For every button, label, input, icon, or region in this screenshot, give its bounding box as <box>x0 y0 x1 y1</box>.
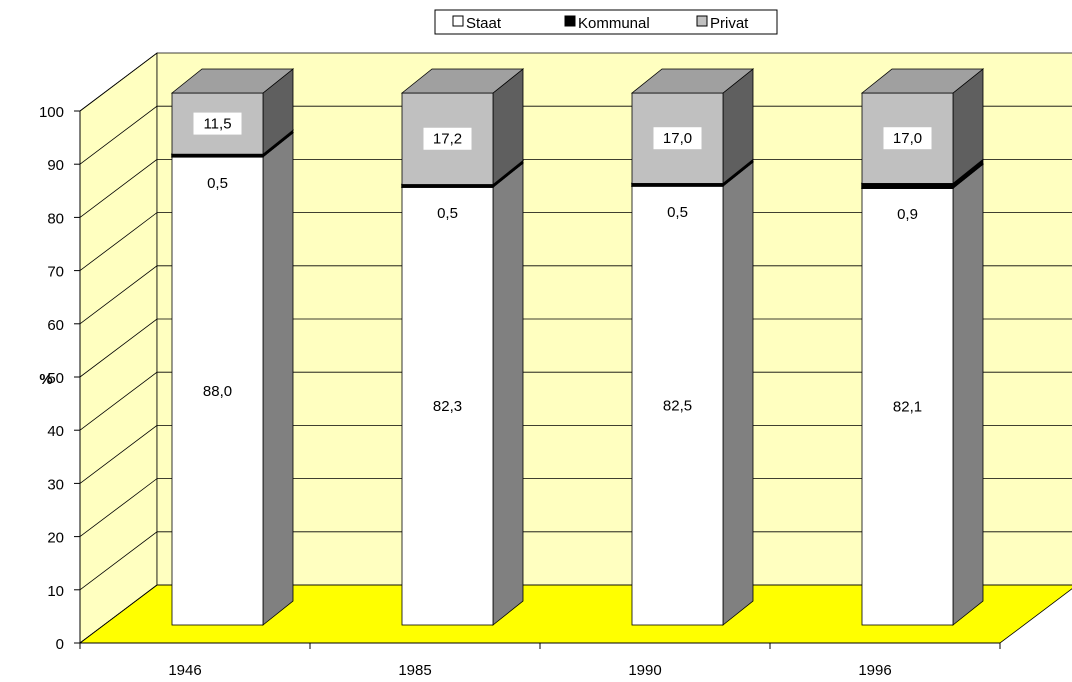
y-tick-label: 70 <box>47 264 64 281</box>
y-tick-label: 10 <box>47 583 64 600</box>
legend-swatch <box>452 15 464 27</box>
value-label: 17,0 <box>663 130 692 147</box>
legend-swatch <box>564 15 576 27</box>
value-label: 82,5 <box>663 398 692 415</box>
y-tick-label: 60 <box>47 317 64 334</box>
value-label: 0,5 <box>667 204 688 221</box>
bar-side <box>492 162 524 626</box>
value-label: 17,2 <box>433 131 462 148</box>
value-label: 0,9 <box>897 206 918 223</box>
grid-line <box>79 105 1072 165</box>
grid-line <box>79 318 1072 378</box>
bar-top <box>400 68 525 94</box>
value-label: 88,0 <box>203 383 232 400</box>
bar <box>171 156 264 626</box>
y-tick-label: 50 <box>47 370 64 387</box>
y-tick-label: 100 <box>39 104 64 121</box>
value-label: 11,5 <box>203 116 231 133</box>
y-tick-label: 0 <box>56 636 64 653</box>
label-box <box>883 127 932 150</box>
y-tick-label: 80 <box>47 210 64 227</box>
x-tick-label: 1990 <box>628 662 661 679</box>
legend-swatch <box>696 15 708 27</box>
bar-side <box>722 161 754 626</box>
label-box <box>423 127 472 150</box>
value-label: 82,3 <box>433 398 462 415</box>
value-label: 82,1 <box>893 399 922 416</box>
grid-line <box>79 52 1072 112</box>
bar <box>401 186 494 626</box>
label-box <box>193 112 242 135</box>
grid-line <box>79 424 1072 484</box>
legend: Staat Kommunal Privat <box>434 9 778 35</box>
legend-label: Kommunal <box>578 15 650 32</box>
grid-line <box>79 265 1072 325</box>
bar-top <box>630 68 755 94</box>
x-tick-label: 1996 <box>858 662 891 679</box>
bar-side <box>952 163 984 626</box>
grid-line <box>79 478 1072 537</box>
x-tick-label: 1985 <box>398 662 431 679</box>
value-label: 0,5 <box>437 205 458 222</box>
bar <box>861 182 954 189</box>
grid-line <box>79 212 1072 271</box>
grid-line <box>79 531 1072 591</box>
grid-line <box>79 371 1072 431</box>
x-tick-label: 1946 <box>168 662 201 679</box>
y-tick-label: 90 <box>47 157 64 174</box>
grid-line <box>79 584 1072 644</box>
bar-top <box>170 68 295 94</box>
y-axis-label: % <box>39 371 52 388</box>
bar-side <box>262 132 294 626</box>
legend-label: Staat <box>466 15 502 32</box>
y-tick-label: 30 <box>47 476 64 493</box>
bar <box>861 187 954 626</box>
y-tick-label: 40 <box>47 423 64 440</box>
value-label: 0,5 <box>207 175 228 192</box>
grid-line <box>79 158 1072 218</box>
bar-top <box>860 68 985 94</box>
legend-label: Privat <box>710 15 749 32</box>
value-label: 17,0 <box>893 130 922 147</box>
bar <box>631 185 724 626</box>
label-box <box>653 127 702 150</box>
legend-box <box>434 9 778 35</box>
y-tick-label: 20 <box>47 530 64 547</box>
